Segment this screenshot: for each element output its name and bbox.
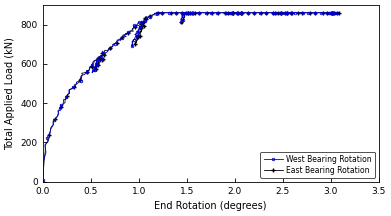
Line: West Bearing Rotation: West Bearing Rotation — [41, 11, 338, 181]
East Bearing Rotation — [77, 78, 82, 81]
East Bearing Rotation — [192, 11, 197, 14]
East Bearing Rotation — [186, 11, 190, 14]
West Bearing Rotation — [232, 11, 237, 14]
West Bearing Rotation — [40, 179, 45, 182]
East Bearing Rotation — [40, 180, 45, 183]
West Bearing Rotation — [106, 49, 111, 51]
West Bearing Rotation — [170, 11, 174, 14]
East Bearing Rotation — [280, 11, 284, 14]
West Bearing Rotation — [335, 11, 339, 14]
West Bearing Rotation — [155, 11, 160, 14]
East Bearing Rotation — [111, 45, 115, 48]
East Bearing Rotation — [156, 11, 160, 14]
X-axis label: End Rotation (degrees): End Rotation (degrees) — [154, 201, 267, 211]
Y-axis label: Total Applied Load (kN): Total Applied Load (kN) — [5, 37, 15, 150]
West Bearing Rotation — [306, 11, 310, 14]
Legend: West Bearing Rotation, East Bearing Rotation: West Bearing Rotation, East Bearing Rota… — [260, 151, 375, 178]
West Bearing Rotation — [280, 11, 284, 14]
West Bearing Rotation — [333, 11, 338, 14]
Line: East Bearing Rotation: East Bearing Rotation — [41, 11, 341, 183]
East Bearing Rotation — [98, 56, 102, 59]
East Bearing Rotation — [336, 11, 341, 14]
